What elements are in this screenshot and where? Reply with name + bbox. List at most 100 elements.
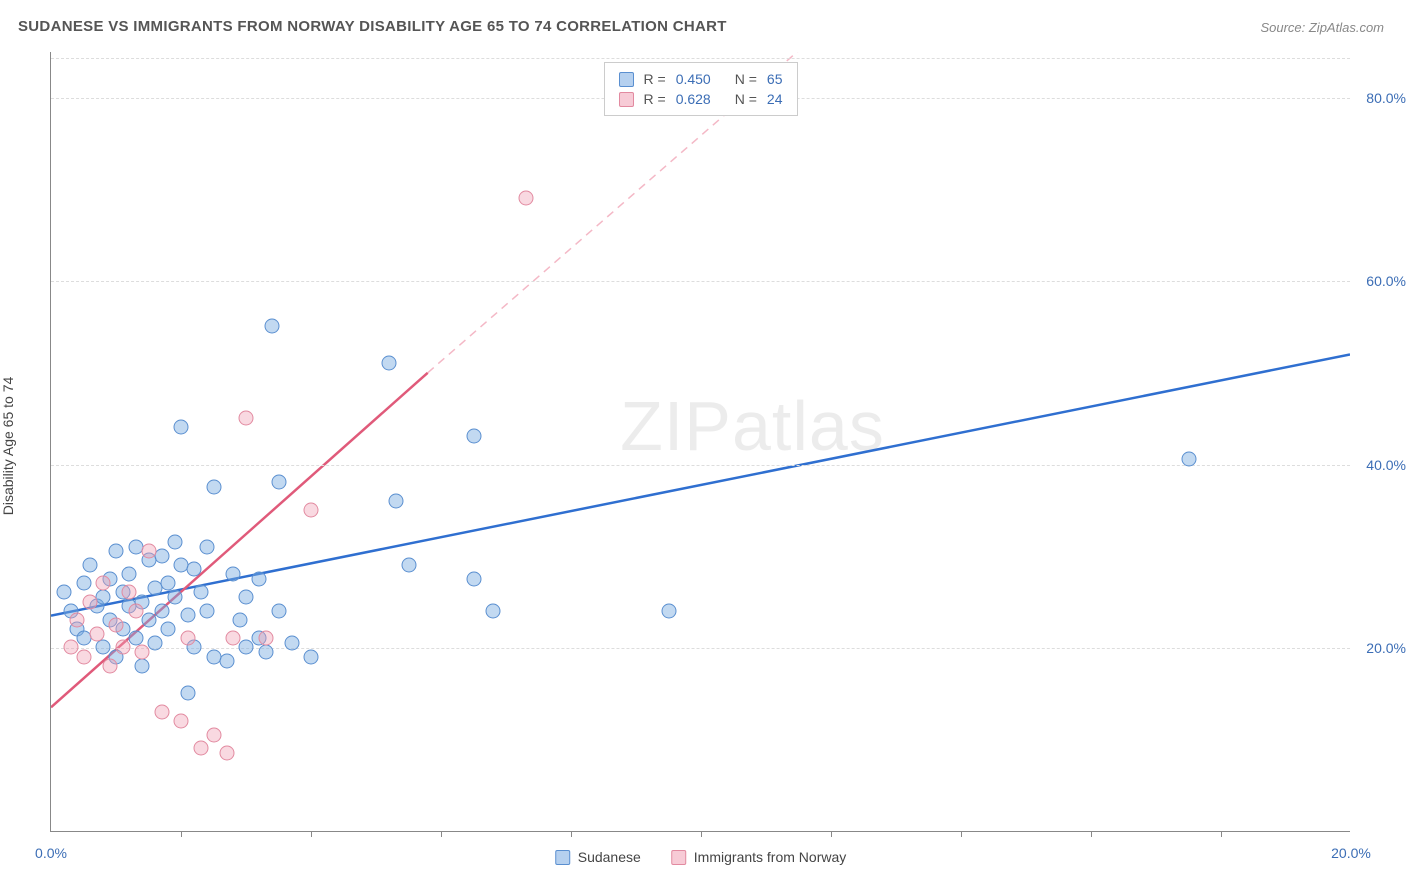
x-tick [571,831,572,837]
data-point [518,190,533,205]
data-point [96,590,111,605]
data-point [174,420,189,435]
x-tick-label: 0.0% [35,845,67,861]
legend-swatch [619,92,634,107]
data-point [304,649,319,664]
data-point [258,631,273,646]
data-point [83,594,98,609]
gridline [51,281,1350,282]
data-point [304,502,319,517]
legend-r-label: R = [644,91,666,107]
data-point [141,544,156,559]
data-point [128,603,143,618]
data-point [271,475,286,490]
data-point [70,612,85,627]
data-point [226,567,241,582]
y-tick-label: 80.0% [1356,90,1406,106]
data-point [135,645,150,660]
data-point [206,727,221,742]
data-point [401,557,416,572]
data-point [76,576,91,591]
legend-n-label: N = [735,71,757,87]
data-point [193,585,208,600]
data-point [388,493,403,508]
legend-row: R = 0.628N = 24 [619,89,783,109]
y-axis-label: Disability Age 65 to 74 [0,377,16,516]
legend-swatch [671,850,686,865]
data-point [180,686,195,701]
data-point [219,746,234,761]
data-point [239,411,254,426]
data-point [252,571,267,586]
data-point [128,631,143,646]
data-point [226,631,241,646]
x-tick [1091,831,1092,837]
data-point [83,557,98,572]
watermark-text: ZIPatlas [620,386,885,466]
data-point [187,562,202,577]
x-tick-label: 20.0% [1331,845,1371,861]
legend-n-value: 24 [767,91,783,107]
data-point [154,704,169,719]
legend-swatch [555,850,570,865]
data-point [466,429,481,444]
data-point [239,640,254,655]
scatter-plot: ZIPatlas R = 0.450N = 65R = 0.628N = 24 … [50,52,1350,832]
data-point [200,539,215,554]
data-point [265,319,280,334]
legend-row: R = 0.450 N = 65 [619,69,783,89]
data-point [239,590,254,605]
legend-r-label: R = [644,71,666,87]
x-tick [701,831,702,837]
legend-r-value: 0.450 [676,71,711,87]
data-point [161,576,176,591]
legend-n-value: 65 [767,71,783,87]
legend-item: Sudanese [555,849,641,865]
legend-r-value: 0.628 [676,91,711,107]
chart-title: SUDANESE VS IMMIGRANTS FROM NORWAY DISAB… [18,18,727,35]
data-point [167,590,182,605]
gridline [51,58,1350,59]
trend-lines [51,52,1350,831]
y-tick-label: 60.0% [1356,273,1406,289]
data-point [174,713,189,728]
data-point [154,548,169,563]
data-point [154,603,169,618]
x-tick [441,831,442,837]
data-point [148,635,163,650]
data-point [102,658,117,673]
data-point [96,576,111,591]
y-tick-label: 40.0% [1356,457,1406,473]
gridline [51,465,1350,466]
data-point [486,603,501,618]
x-tick [831,831,832,837]
x-tick [961,831,962,837]
data-point [193,741,208,756]
data-point [271,603,286,618]
legend-label: Sudanese [578,849,641,865]
legend-label: Immigrants from Norway [694,849,846,865]
data-point [135,658,150,673]
data-point [122,567,137,582]
data-point [180,631,195,646]
data-point [109,544,124,559]
data-point [141,612,156,627]
x-tick [1221,831,1222,837]
data-point [115,640,130,655]
data-point [180,608,195,623]
source-label: Source: ZipAtlas.com [1260,20,1384,35]
data-point [219,654,234,669]
data-point [167,534,182,549]
y-tick-label: 20.0% [1356,640,1406,656]
legend-swatch [619,72,634,87]
data-point [161,622,176,637]
data-point [232,612,247,627]
series-legend: Sudanese Immigrants from Norway [555,849,847,865]
legend-item: Immigrants from Norway [671,849,846,865]
data-point [284,635,299,650]
data-point [258,645,273,660]
data-point [122,585,137,600]
data-point [89,626,104,641]
data-point [382,356,397,371]
data-point [661,603,676,618]
